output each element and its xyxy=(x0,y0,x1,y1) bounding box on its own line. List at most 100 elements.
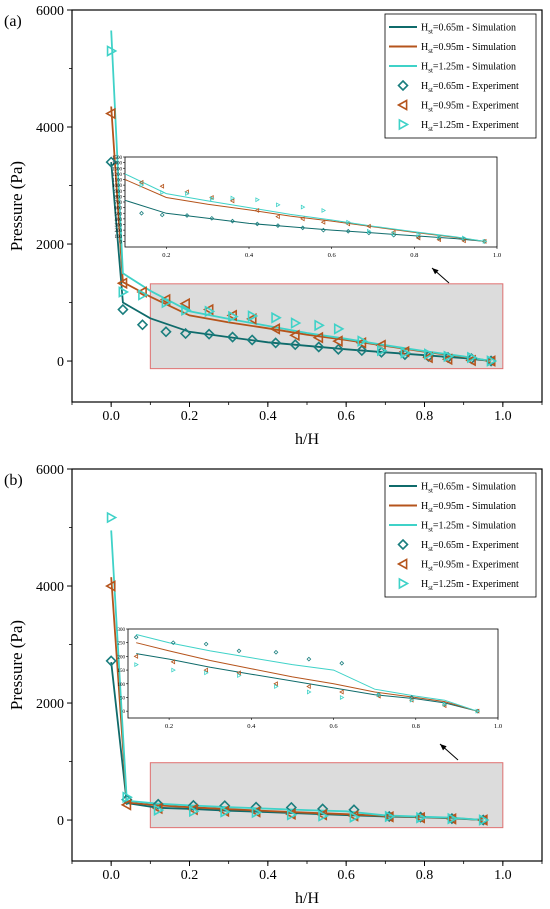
legend-label-sub: st xyxy=(428,526,433,534)
data-point-4 xyxy=(422,351,433,364)
inset-data-point-3 xyxy=(300,225,306,231)
x-tick-label: 0.8 xyxy=(416,409,434,424)
x-tick-label: 0.0 xyxy=(102,868,120,883)
y-tick-label: 2000 xyxy=(36,238,64,253)
legend-label-main: H xyxy=(421,42,428,53)
inset-series-line-1 xyxy=(136,642,478,712)
inset-data-point-4 xyxy=(229,198,235,204)
legend-label-main: H xyxy=(421,560,428,571)
data-point-4 xyxy=(116,277,128,290)
inset-x-tick-label: 1.0 xyxy=(493,252,501,259)
inset-data-point-5 xyxy=(391,231,397,236)
inset-y-tick-label: 0 xyxy=(120,240,123,245)
panel-label: (b) xyxy=(4,472,23,489)
data-point-5 xyxy=(106,45,118,57)
legend-label: Hst=0.65m - Experiment xyxy=(421,81,519,94)
inset-x-tick-label: 0.2 xyxy=(162,252,170,259)
legend-label-main: H xyxy=(421,23,428,34)
legend-entry: Hst=1.25m - Simulation xyxy=(389,521,516,534)
y-tick-label: 4000 xyxy=(36,121,64,136)
data-point-3 xyxy=(356,344,368,357)
legend-label-rest: =0.95m - Experiment xyxy=(433,560,519,571)
inset-y-tick-label: 1300 xyxy=(112,167,123,172)
inset-x-tick-label: 0.6 xyxy=(329,723,338,730)
data-point-5 xyxy=(153,804,165,816)
legend-label-main: H xyxy=(421,579,428,590)
panel-a: 0.0 0.2 0.4 0.6 0.8 1.00200040006000h/HPressu… xyxy=(4,4,543,448)
arrow-head xyxy=(440,744,447,751)
inset-data-point-4 xyxy=(300,216,305,222)
legend-label: Hst=0.65m - Simulation xyxy=(421,23,516,36)
x-axis-label: h/H xyxy=(295,890,319,907)
inset-data-point-5 xyxy=(475,708,481,714)
legend-label-sub: st xyxy=(428,86,433,94)
data-point-5 xyxy=(189,805,200,818)
inset-data-point-5 xyxy=(209,196,215,202)
inset-data-point-4 xyxy=(436,237,441,243)
data-point-5 xyxy=(204,305,216,318)
arrow-head xyxy=(432,268,439,275)
inset-data-point-5 xyxy=(367,228,372,234)
legend-label: Hst=0.95m - Simulation xyxy=(421,42,516,55)
legend-label-sub: st xyxy=(428,47,433,55)
inset-data-point-5 xyxy=(185,191,190,197)
data-point-3 xyxy=(160,326,172,338)
series-group xyxy=(105,511,490,826)
inset-data-point-4 xyxy=(133,653,139,659)
data-point-5 xyxy=(290,317,302,329)
inset-data-point-3 xyxy=(209,215,215,221)
inset-data-point-5 xyxy=(376,692,382,698)
data-point-5 xyxy=(286,808,298,821)
legend-label-main: H xyxy=(421,501,428,512)
legend-entry: Hst=0.65m - Simulation xyxy=(389,482,516,495)
legend-label-rest: =0.65m - Simulation xyxy=(433,23,516,34)
x-tick-label: 0.0 xyxy=(102,409,120,424)
inset-y-tick-label: 300 xyxy=(118,628,126,633)
inset-data-point-4 xyxy=(339,689,344,695)
data-point-4 xyxy=(465,354,476,367)
inset-y-tick-label: 800 xyxy=(115,195,123,200)
data-point-5 xyxy=(247,310,259,322)
data-point-4 xyxy=(120,798,132,811)
data-point-3 xyxy=(136,319,149,331)
legend-label: Hst=1.25m - Simulation xyxy=(421,62,516,75)
legend-label-sub: st xyxy=(428,545,433,553)
inset-data-point-5 xyxy=(204,670,209,676)
legend-frame xyxy=(384,472,537,598)
panel-b: 0.0 0.2 0.4 0.6 0.8 1.00200040006000h/HPressu… xyxy=(4,463,543,907)
inset-y-tick-label: 500 xyxy=(115,212,123,217)
data-point-5 xyxy=(106,511,118,524)
series-group xyxy=(105,30,498,367)
inset-data-point-3 xyxy=(230,218,235,224)
inset-y-tick-label: 50 xyxy=(120,696,126,701)
legend-swatch-marker xyxy=(396,99,408,111)
data-point-5 xyxy=(384,810,396,823)
legend-frame xyxy=(384,13,537,139)
data-point-5 xyxy=(318,810,329,822)
legend-entry: Hst=0.95m - Experiment xyxy=(396,558,519,573)
legend-label-main: H xyxy=(421,101,428,112)
legend-entry: Hst=0.95m - Simulation xyxy=(389,42,516,55)
data-point-5 xyxy=(118,286,130,298)
inset-data-point-4 xyxy=(391,229,396,235)
inset-data-point-5 xyxy=(160,189,165,195)
data-point-4 xyxy=(152,802,163,815)
inset: 0.2 0.4 0.6 0.8 1.0 0100200300400500600700800… xyxy=(112,156,501,259)
inset-data-point-5 xyxy=(321,207,327,213)
data-point-4 xyxy=(136,286,147,298)
inset-y-tick-label: 200 xyxy=(115,229,123,234)
legend-label-sub: st xyxy=(428,106,433,114)
data-point-4 xyxy=(246,313,257,325)
inset-data-point-4 xyxy=(159,183,165,189)
inset-data-point-4 xyxy=(441,703,447,709)
inset-data-point-4 xyxy=(275,214,280,220)
y-tick-label: 6000 xyxy=(36,463,64,478)
legend-swatch-marker xyxy=(397,538,409,551)
data-point-4 xyxy=(441,353,453,366)
legend-label-main: H xyxy=(421,521,428,532)
data-point-5 xyxy=(181,304,192,317)
legend-entry: Hst=0.65m - Experiment xyxy=(397,79,519,94)
inset-y-tick-label: 100 xyxy=(118,683,126,688)
inset-y-tick-label: 100 xyxy=(115,235,123,240)
inset-data-point-5 xyxy=(255,197,260,203)
